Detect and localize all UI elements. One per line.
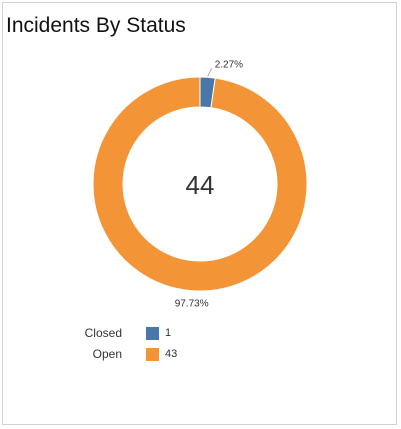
percent-label-open: 97.73%	[175, 299, 209, 310]
donut-slice-open[interactable]	[92, 76, 308, 292]
chart-title: Incidents By Status	[6, 14, 186, 37]
center-total-label: 44	[186, 170, 215, 200]
chart-card	[2, 2, 397, 425]
percent-label-closed: 2.27%	[215, 59, 243, 70]
leader-line-closed	[207, 68, 213, 77]
